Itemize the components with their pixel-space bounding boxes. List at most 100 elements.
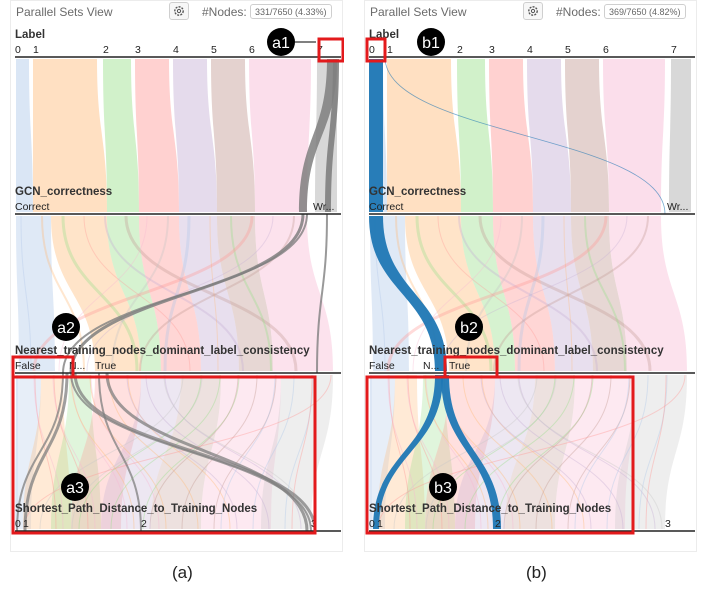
thin-flow: [481, 374, 585, 530]
thin-flow: [83, 215, 191, 372]
ribbon-label-4: [527, 59, 571, 212]
highlight-layer: [369, 56, 666, 529]
ribbon-nearest-5: [505, 375, 575, 529]
ribbon-nearest-5: [151, 375, 221, 529]
thin-flow: [386, 215, 608, 372]
highlight-ribbon: [325, 59, 339, 212]
highlight-layer: [16, 59, 339, 532]
nodes-count-badge: 369/7650 (4.82%): [604, 4, 686, 19]
axis-tick-shortest: 0: [369, 518, 375, 530]
axis-tick-label: 1: [33, 44, 39, 56]
thin-flow: [478, 215, 652, 372]
axis-tick-label: 2: [457, 44, 463, 56]
axis-tick-label: 3: [489, 44, 495, 56]
thin-flow: [32, 215, 254, 372]
ribbon-label-0: [16, 59, 33, 212]
thin-flow: [252, 374, 295, 530]
axis-title-gcn: GCN_correctness: [369, 186, 466, 198]
thin-flow: [517, 374, 663, 530]
ribbon-label-4: [173, 59, 217, 212]
annotation-box: [11, 375, 317, 535]
thin-flow: [407, 374, 443, 530]
annotation-box: [365, 375, 635, 535]
thin-flow: [406, 374, 450, 530]
annotation-badge-label: b2: [460, 320, 478, 337]
thin-flow: [70, 374, 135, 530]
annotation-badge: [52, 313, 80, 341]
annotation-badge: [61, 473, 89, 501]
thin-flow: [393, 374, 538, 530]
annotation-layer: b1 b2 b3: [365, 28, 635, 535]
axis-tick-label: 1: [387, 44, 393, 56]
settings-button[interactable]: [169, 2, 189, 20]
ribbons-layer: [15, 59, 337, 530]
thin-flow: [503, 374, 593, 530]
thin-flow: [464, 374, 575, 530]
thin-flow: [584, 215, 626, 372]
thin-flow: [284, 374, 314, 530]
thin-flow: [90, 374, 160, 530]
annotation-badge: [429, 473, 457, 501]
axis-tick-nearest: N...: [69, 360, 85, 372]
thin-flow: [71, 374, 203, 530]
thin-flow: [567, 374, 631, 530]
ribbon-gcn-5: [571, 216, 627, 371]
axis-tick-gcn: Wr...: [667, 201, 688, 213]
thin-flow: [58, 215, 148, 372]
panel-header: Parallel Sets View #Nodes: 331/7650 (4.3…: [11, 1, 342, 23]
highlight-flow: [98, 372, 142, 532]
thin-flow: [86, 215, 274, 372]
ribbon-gcn-0: [16, 216, 55, 371]
ribbon-label-5: [211, 59, 255, 212]
thin-flow: [126, 374, 238, 530]
axis-tick-nearest: N...: [423, 360, 439, 372]
annotation-box: [365, 37, 387, 63]
annotation-box: [317, 37, 344, 63]
ribbon-nearest-1: [377, 375, 425, 529]
thin-flow: [437, 215, 545, 372]
thin-flow: [462, 374, 553, 530]
axis-tick-label: 5: [211, 44, 217, 56]
ribbon-gcn-4: [533, 216, 593, 371]
ribbons-layer: [369, 59, 691, 530]
axis-title-shortest: Shortest_Path_Distance_to_Training_Nodes: [369, 503, 611, 515]
ribbon-nearest-6: [201, 375, 281, 529]
axis-tick-gcn: Wr...: [313, 201, 334, 213]
thin-flow: [230, 215, 272, 372]
axis-tick-label: 6: [249, 44, 255, 56]
thin-flow: [111, 215, 169, 372]
ribbon-gcn-5: [217, 216, 273, 371]
nodes-label: #Nodes:: [202, 5, 247, 19]
axis-tick-gcn: Correct: [15, 201, 50, 213]
ribbon-gcn-3: [493, 216, 555, 371]
axis-tick-shortest: 2: [141, 518, 147, 530]
ribbon-label-3: [489, 59, 533, 212]
thin-flow: [425, 374, 482, 530]
annotation-badge-label: a2: [57, 320, 75, 337]
highlight-ribbon: [369, 59, 383, 212]
panel-title: Parallel Sets View: [370, 5, 467, 19]
thin-flow: [163, 215, 191, 372]
thin-flow: [181, 374, 258, 530]
gear-icon: [528, 6, 538, 16]
thin-flow: [127, 374, 231, 530]
axis-title-nearest: Nearest_training_nodes_dominant_label_co…: [369, 345, 664, 357]
thin-flow: [458, 215, 598, 372]
highlight-flow: [316, 213, 328, 374]
thin-flow: [493, 215, 649, 372]
ribbon-gcn-6: [609, 216, 687, 371]
ribbon-label-2: [457, 59, 493, 212]
thin-flow: [39, 374, 184, 530]
axis-tick-nearest: False: [369, 360, 395, 372]
thin-flow: [499, 374, 624, 530]
ribbon-label-1: [387, 59, 461, 212]
settings-button[interactable]: [523, 2, 543, 20]
axis-title-gcn: GCN_correctness: [15, 186, 112, 198]
thin-flow: [535, 374, 612, 530]
gear-icon: [174, 6, 184, 16]
thin-flow: [432, 374, 556, 530]
